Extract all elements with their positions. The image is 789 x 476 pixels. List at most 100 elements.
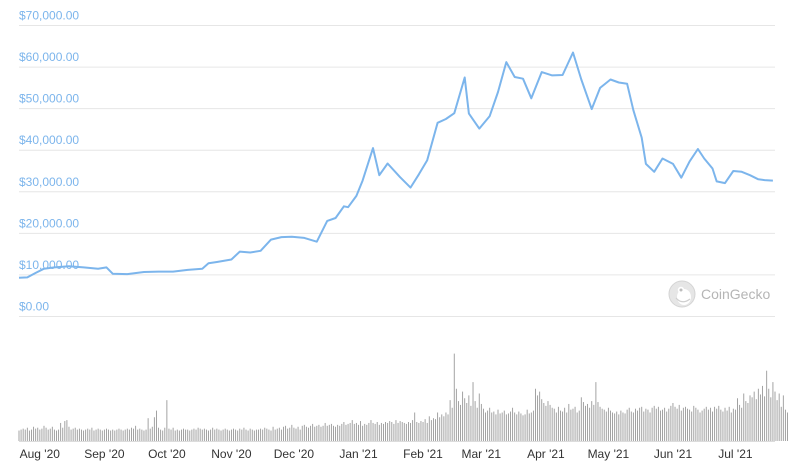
volume-bar (693, 405, 695, 441)
volume-bar (580, 397, 582, 441)
volume-bar (385, 422, 386, 441)
volume-bar (660, 410, 661, 441)
volume-bar (320, 426, 322, 441)
volume-bar (476, 407, 478, 441)
volume-bar (295, 428, 297, 441)
coingecko-watermark: CoinGecko (668, 280, 770, 308)
volume-bar (110, 430, 112, 441)
volume-bar (114, 430, 116, 441)
volume-bar (43, 425, 45, 441)
x-tick-label: Jan '21 (339, 447, 378, 461)
volume-bar (131, 427, 132, 441)
volume-bar (724, 407, 726, 441)
volume-bar (709, 407, 711, 441)
volume-bar (391, 422, 393, 441)
volume-bar (364, 423, 366, 441)
volume-bar (430, 420, 432, 441)
volume-bar (216, 428, 218, 441)
gridlines (19, 25, 775, 317)
volume-bar (624, 413, 626, 441)
volume-bar (162, 430, 164, 441)
volume-bar (768, 388, 770, 441)
y-tick-label: $50,000.00 (19, 92, 79, 106)
volume-bar (685, 406, 686, 441)
volume-bar (237, 430, 239, 441)
volume-bar (495, 414, 497, 441)
volume-bar (630, 411, 632, 441)
volume-bar (230, 429, 232, 441)
volume-bar (485, 412, 486, 441)
volume-bar (749, 395, 751, 441)
volume-bar (268, 429, 270, 441)
volume-bar (722, 411, 724, 441)
volume-bar (337, 424, 339, 441)
volume-bar (572, 408, 574, 441)
volume-bar (310, 425, 312, 441)
volume-bar (520, 413, 522, 441)
volume-bar (759, 394, 761, 441)
volume-bar (260, 428, 262, 441)
volume-bar (649, 412, 651, 441)
volume-bar (220, 430, 222, 441)
y-tick-label: $60,000.00 (19, 50, 79, 64)
volume-bar (607, 407, 609, 441)
volume-bar (222, 429, 224, 441)
volume-bar (258, 429, 259, 441)
volume-bar (58, 429, 60, 441)
volume-bar (489, 407, 491, 441)
volume-bar (314, 426, 316, 441)
volume-bar (141, 429, 143, 441)
volume-bar (787, 412, 788, 441)
volume-bar (516, 414, 518, 441)
volume-bar (695, 407, 697, 441)
volume-bar (78, 428, 80, 441)
volume-bar (45, 427, 47, 441)
volume-bar (185, 429, 187, 441)
volume-bar (714, 406, 716, 441)
volume-bar (730, 412, 732, 441)
volume-bar (772, 382, 774, 441)
volume-bar (353, 423, 355, 441)
volume-bar (47, 429, 49, 441)
volume-bar (743, 393, 745, 441)
volume-bar (691, 411, 693, 441)
volume-bar (782, 395, 784, 441)
volume-bar (597, 402, 599, 441)
volume-bar (764, 396, 766, 441)
volume-bar (164, 427, 166, 441)
volume-bar (595, 382, 597, 441)
volume-bar (35, 428, 37, 441)
volume-bar (355, 422, 357, 441)
x-tick-label: Dec '20 (274, 447, 315, 461)
volume-bar (557, 406, 559, 441)
volume-bar (503, 410, 505, 441)
x-tick-label: Feb '21 (403, 447, 443, 461)
volume-bar (499, 413, 501, 441)
volume-bar (118, 428, 120, 441)
volume-bar (424, 419, 426, 441)
volume-bar (405, 423, 407, 441)
volume-bar (507, 413, 509, 441)
volume-bar (732, 408, 734, 441)
volume-bar (757, 388, 759, 441)
volume-bar (370, 420, 372, 441)
volume-bar (487, 410, 489, 441)
volume-bar (574, 406, 576, 441)
volume-bar (326, 425, 328, 441)
volume-bar (682, 407, 684, 441)
volume-bar (133, 428, 134, 441)
volume-bar (560, 410, 561, 441)
volume-bar (181, 429, 182, 441)
volume-bar (535, 388, 536, 441)
volume-bar (289, 427, 291, 441)
volume-bar (716, 408, 718, 441)
volume-bar (603, 409, 605, 441)
volume-bar (428, 416, 430, 441)
volume-bar (664, 407, 666, 441)
volume-bar (83, 430, 85, 441)
volume-bar (591, 401, 593, 441)
volume-bar (178, 430, 180, 441)
volume-bar (168, 428, 170, 441)
volume-bar (20, 429, 22, 441)
